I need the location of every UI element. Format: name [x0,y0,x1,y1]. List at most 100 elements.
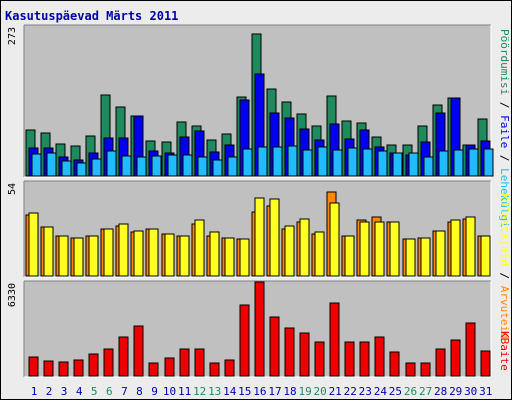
x-day-label: 18 [283,385,296,398]
bar-visits-2-31 [480,235,491,277]
x-day-label: 16 [253,385,266,398]
x-day-label: 2 [46,385,53,398]
bar-visits-2-8 [133,230,144,277]
x-day-label: 11 [178,385,191,398]
bar-requests-3-27 [423,156,434,177]
bar-visits-2-2 [43,226,54,277]
bar-kbytes-1-14 [224,359,235,377]
bar-requests-3-11 [182,154,193,177]
bar-requests-3-28 [438,150,449,177]
bar-visits-2-29 [450,219,461,277]
bar-visits-2-28 [435,230,446,277]
bar-kbytes-1-20 [314,341,325,377]
bar-requests-3-8 [136,156,147,177]
bar-visits-2-24 [374,221,385,277]
x-day-label: 12 [193,385,206,398]
bar-kbytes-1-7 [118,336,129,377]
bar-kbytes-1-12 [194,348,205,377]
x-day-label: 31 [479,385,492,398]
bar-kbytes-1-17 [269,316,280,377]
bar-requests-3-13 [212,159,223,177]
y-max-label: 6330 [7,283,18,307]
x-day-label: 10 [163,385,176,398]
legend-requests-text: Pöördumisi / Faile / Lehekülgi [498,29,511,228]
x-day-label: 25 [389,385,402,398]
legend-requests-separator: / [498,95,511,115]
bar-requests-3-17 [272,146,283,177]
bar-visits-2-20 [314,231,325,277]
bar-kbytes-1-27 [420,362,431,377]
panel-visits: 54 [7,180,492,278]
bar-requests-3-6 [106,150,117,177]
bar-visits-2-11 [179,235,190,277]
bar-kbytes-1-4 [73,359,84,377]
bar-kbytes-1-8 [133,325,144,377]
bar-requests-3-3 [61,160,72,177]
bar-kbytes-1-6 [103,348,114,377]
legend-visits-item: Kü̈lastajaid [498,193,511,266]
x-day-label: 24 [374,385,388,398]
bar-requests-3-31 [483,148,494,177]
bar-requests-3-14 [227,156,238,177]
bar-visits-2-30 [465,216,476,277]
x-day-label: 3 [61,385,68,398]
bar-requests-3-9 [151,155,162,177]
legend-requests-item: Pöördumisi [498,29,511,95]
bar-visits-2-1 [28,212,39,277]
bar-requests-3-10 [167,154,178,177]
bar-requests-3-19 [302,149,313,177]
bar-requests-3-7 [121,155,132,177]
bar-visits-2-27 [420,237,431,277]
bar-kbytes-1-26 [405,362,416,377]
x-day-label: 29 [449,385,462,398]
bar-kbytes-1-29 [450,339,461,377]
x-day-label: 28 [434,385,447,398]
x-day-label: 7 [121,385,128,398]
bar-requests-3-24 [377,150,388,177]
bar-visits-2-13 [209,231,220,277]
y-max-label: 54 [7,183,18,195]
bar-requests-3-30 [468,148,479,177]
bar-visits-2-9 [148,228,159,277]
bar-kbytes-1-13 [209,362,220,377]
bar-kbytes-1-22 [344,341,355,377]
bar-visits-2-7 [118,223,129,277]
bar-visits-2-16 [254,197,265,277]
bar-requests-3-23 [362,148,373,177]
bar-visits-2-17 [269,198,280,277]
bar-kbytes-1-31 [480,350,491,377]
x-day-label: 27 [419,385,432,398]
bar-kbytes-1-16 [254,281,265,377]
bar-requests-3-12 [197,156,208,177]
bar-requests-3-26 [408,152,419,177]
legend-visits: Kü̈lastajaid / Arvuteid [498,193,511,339]
bar-requests-3-22 [347,147,358,177]
bar-visits-2-12 [194,219,205,277]
legend-kbytes-item: KBaite [498,331,511,371]
legend-kbytes: KBaite [498,331,511,371]
bar-requests-3-25 [392,152,403,177]
bar-visits-2-26 [405,238,416,277]
legend-requests-separator: / [498,148,511,168]
bar-kbytes-1-15 [239,304,250,377]
bar-kbytes-1-9 [148,362,159,377]
bar-visits-2-18 [284,225,295,277]
bar-kbytes-1-3 [58,361,69,377]
bar-visits-2-23 [359,221,370,277]
bar-visits-2-25 [389,221,400,277]
bar-requests-3-29 [453,149,464,177]
bar-kbytes-1-18 [284,327,295,377]
bar-kbytes-1-10 [164,357,175,377]
x-day-label: 26 [404,385,417,398]
bar-kbytes-1-5 [88,353,99,377]
bar-requests-3-20 [317,146,328,177]
legend-visits-item: Arvuteid [498,286,511,339]
bar-requests-3-4 [76,162,87,177]
legend-visits-text: Kü̈lastajaid / Arvuteid [498,193,511,339]
bar-requests-3-15 [242,148,253,177]
bar-kbytes-1-11 [179,348,190,377]
legend-requests-item: Faile [498,115,511,148]
chart-title: Kasutuspäevad Märts 2011 [5,9,178,23]
